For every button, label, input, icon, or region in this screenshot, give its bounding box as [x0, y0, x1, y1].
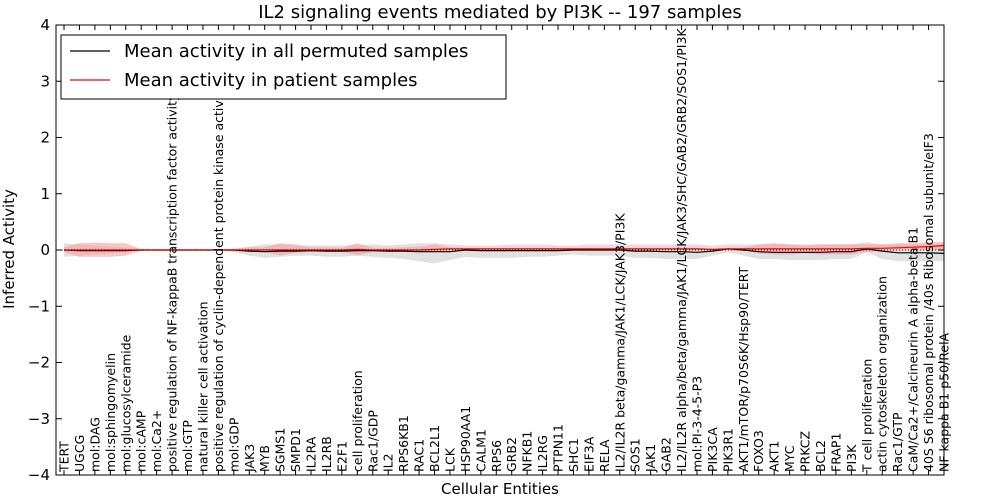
x-tick-label: AKT1/mTOR/p70S6K/Hsp90/TERT: [736, 266, 751, 472]
x-tick-label: IL2RG: [535, 435, 550, 472]
x-tick-label: CaM/Ca2+/Calcineurin A alpha-beta B1: [906, 227, 921, 472]
x-tick-label: mol:sphingomyelin: [103, 353, 118, 472]
x-tick-label: MYC: [782, 445, 797, 472]
x-tick-label: mol:glucosylceramide: [118, 334, 133, 472]
line-series-1: [64, 244, 945, 251]
x-tick-label: RAC1: [412, 439, 427, 472]
x-tick-label: GRB2: [504, 437, 519, 472]
x-tick-label: HSP90AA1: [458, 406, 473, 472]
x-tick-label: BCL2: [813, 440, 828, 472]
x-tick-label: JAK3: [242, 444, 257, 473]
x-tick-label: IL2RB: [319, 436, 334, 472]
y-tick-label: 3: [40, 72, 50, 90]
x-tick-label: UGCG: [72, 435, 87, 472]
chart-title: IL2 signaling events mediated by PI3K --…: [258, 2, 742, 23]
x-tick-label: SOS1: [628, 438, 643, 472]
x-tick-label: E2F1: [334, 441, 349, 472]
x-tick-label: T cell proliferation: [859, 359, 874, 473]
x-tick-label: SHC1: [566, 438, 581, 472]
x-tick-label: RPS6: [489, 440, 504, 472]
x-tick-label: PRKCZ: [798, 431, 813, 472]
y-tick-label: −2: [28, 354, 50, 372]
x-tick-label: IL2RA: [304, 436, 319, 472]
x-tick-label: Rac1/GTP: [890, 412, 905, 472]
x-tick-label: SGMS1: [273, 428, 288, 472]
x-tick-label: RELA: [597, 439, 612, 472]
x-tick-label: MYB: [257, 445, 272, 472]
x-tick-label: Rac1/GDP: [365, 410, 380, 472]
x-tick-label: RPS6KB1: [396, 415, 411, 472]
x-tick-label: PIK3CA: [705, 427, 720, 472]
y-tick-label: 0: [40, 241, 50, 259]
x-tick-label: JAK1: [643, 444, 658, 473]
legend-label-permuted: Mean activity in all permuted samples: [124, 41, 468, 62]
x-tick-label: NFKB1: [520, 431, 535, 472]
x-tick-label: actin cytoskeleton organization: [875, 276, 890, 472]
y-tick-label: 2: [40, 129, 50, 147]
x-tick-label: FOXO3: [751, 430, 766, 472]
x-tick-label: IL2/IL2R alpha/beta/gamma/JAK1/LCK/JAK3/…: [674, 28, 689, 472]
x-tick-label: mol:PI-3-4-5-P3: [690, 376, 705, 472]
y-tick-label: 4: [40, 16, 50, 34]
y-axis-label: Inferred Activity: [0, 189, 18, 309]
x-tick-label: PTPN11: [551, 424, 566, 472]
legend-box: [60, 34, 507, 100]
x-tick-label: IL2/IL2R beta/gamma/JAK1/LCK/JAK3/PI3K: [612, 213, 627, 472]
x-tick-label: SMPD1: [288, 428, 303, 472]
x-tick-label: GAB2: [659, 437, 674, 472]
x-axis-label: Cellular Entities: [441, 480, 559, 498]
legend-label-patient: Mean activity in patient samples: [124, 70, 418, 91]
y-tick-label: −3: [28, 410, 50, 428]
x-tick-label: AKT1: [767, 441, 782, 472]
legend: Mean activity in all permuted samples Me…: [60, 34, 507, 100]
y-tick-label: 1: [40, 185, 50, 203]
x-tick-label: mol:Ca2+: [149, 410, 164, 472]
x-tick-label: positive regulation of NF-kappaB transcr…: [165, 93, 180, 472]
x-tick-label: FRAP1: [828, 433, 843, 472]
x-tick-label: positive regulation of cyclin-dependent …: [211, 84, 226, 472]
y-tick-label: −4: [28, 466, 50, 484]
x-tick-label: TERT: [57, 441, 72, 473]
x-tick-label: PI3K: [844, 444, 859, 472]
x-tick-label: IL2: [381, 453, 396, 472]
x-tick-label: cell proliferation: [350, 370, 365, 472]
x-tick-label: EIF3A: [581, 436, 596, 472]
x-tick-label: mol:DAG: [87, 417, 102, 472]
plot-frame: [55, 24, 945, 476]
x-tick-label: LCK: [443, 447, 458, 472]
x-tick-label: natural killer cell activation: [195, 301, 210, 472]
y-tick-label: −1: [28, 297, 50, 315]
x-tick-label: BCL2L1: [427, 425, 442, 472]
x-tick-label: 40S S6 ribosomal protein /40s Ribosomal …: [921, 133, 936, 472]
x-tick-label: mol:GDP: [226, 417, 241, 472]
x-tick-label: mol:GTP: [180, 420, 195, 472]
x-tick-label: CALM1: [473, 429, 488, 472]
x-tick-label: mol:cAMP: [134, 410, 149, 472]
x-tick-label: PIK3R1: [720, 428, 735, 472]
